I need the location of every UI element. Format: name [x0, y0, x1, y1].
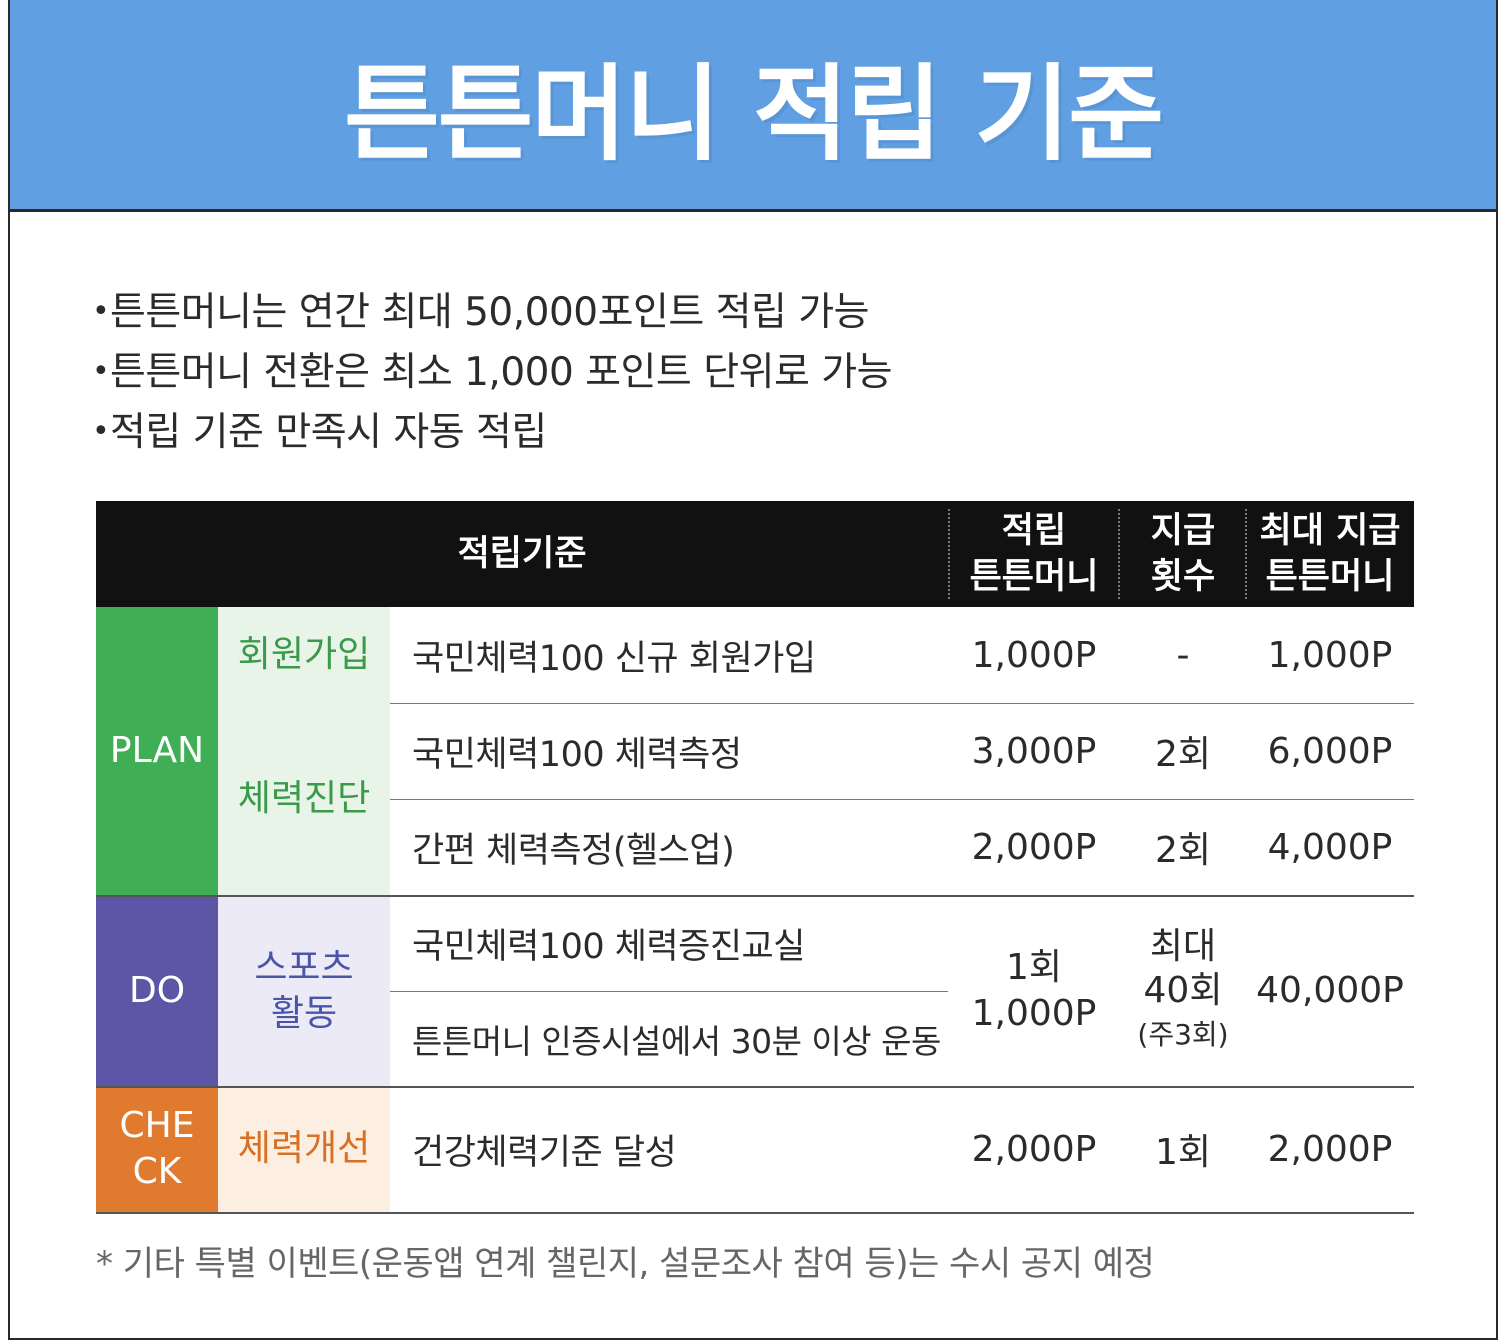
row-max: 4,000P — [1267, 826, 1393, 868]
row-criterion: 튼튼머니 인증시설에서 30분 이상 운동 — [412, 1021, 941, 1061]
row-points: 2,000P — [971, 826, 1097, 868]
row-count: 2회 — [1154, 734, 1212, 775]
bullet-dot-icon: • — [92, 294, 110, 329]
do-max: 40,000P — [1256, 970, 1404, 1011]
bullet-dot-icon: • — [92, 414, 110, 449]
header-divider — [1245, 509, 1247, 599]
row-divider — [390, 991, 948, 992]
row-criterion: 국민체력100 신규 회원가입 — [412, 638, 816, 679]
phase-do: DO — [96, 895, 218, 1086]
row-divider — [390, 703, 1414, 704]
row-max: 1,000P — [1267, 634, 1393, 676]
do-count: 최대 40회 (주3회) — [1137, 925, 1229, 1051]
bullet-item: •튼튼머니는 연간 최대 50,000포인트 적립 가능 — [92, 282, 892, 342]
header-divider — [948, 509, 950, 599]
title-banner: 튼튼머니 적립 기준 — [10, 0, 1496, 212]
row-points: 3,000P — [971, 730, 1097, 772]
do-points: 1회 1,000P — [971, 946, 1097, 1034]
bullet-dot-icon: • — [92, 354, 110, 389]
phase-plan: PLAN — [96, 607, 218, 895]
page-title: 튼튼머니 적립 기준 — [344, 53, 1164, 175]
row-divider — [390, 799, 1414, 800]
category-signup: 회원가입 — [218, 607, 390, 703]
section-divider — [96, 1086, 1414, 1088]
category-sports: 스포츠 활동 — [218, 895, 390, 1086]
phase-check: CHE CK — [96, 1086, 218, 1212]
header-points: 적립 튼튼머니 — [969, 511, 1099, 597]
bullet-list: •튼튼머니는 연간 최대 50,000포인트 적립 가능 •튼튼머니 전환은 최… — [92, 282, 893, 462]
bullet-item: •적립 기준 만족시 자동 적립 — [92, 402, 892, 462]
row-criterion: 국민체력100 체력측정 — [412, 734, 742, 775]
row-count: 2회 — [1154, 830, 1212, 871]
row-count: 1회 — [1154, 1132, 1212, 1173]
row-max: 2,000P — [1267, 1128, 1393, 1170]
table-bottom-border — [96, 1212, 1414, 1214]
row-criterion: 국민체력100 체력증진교실 — [412, 926, 805, 967]
bullet-item: •튼튼머니 전환은 최소 1,000 포인트 단위로 가능 — [92, 342, 893, 402]
row-max: 6,000P — [1267, 730, 1393, 772]
row-count: - — [1176, 634, 1190, 676]
header-count: 지급 횟수 — [1150, 511, 1216, 597]
category-fitness-test: 체력진단 — [218, 703, 390, 895]
row-points: 2,000P — [971, 1128, 1097, 1170]
row-criterion: 간편 체력측정(헬스업) — [412, 830, 735, 871]
header-max: 최대 지급 튼튼머니 — [1259, 511, 1401, 597]
section-divider — [96, 895, 1414, 897]
row-criterion: 건강체력기준 달성 — [412, 1132, 677, 1173]
category-improve: 체력개선 — [218, 1086, 390, 1212]
header-divider — [1118, 509, 1120, 599]
header-criteria: 적립기준 — [457, 534, 587, 574]
footnote: * 기타 특별 이벤트(운동앱 연계 챌린지, 설문조사 참여 등)는 수시 공… — [96, 1244, 1155, 1284]
row-points: 1,000P — [971, 634, 1097, 676]
table-header: 적립기준 적립 튼튼머니 지급 횟수 최대 지급 튼튼머니 — [96, 501, 1414, 607]
